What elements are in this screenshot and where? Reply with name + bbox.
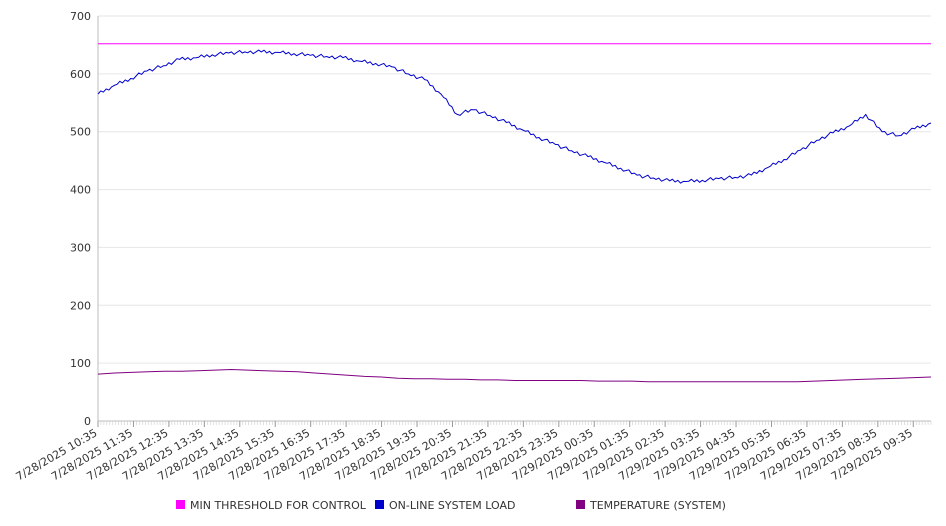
y-tick-label: 500: [70, 126, 91, 139]
legend-swatch: [576, 500, 585, 509]
y-tick-label: 400: [70, 184, 91, 197]
legend-swatch: [375, 500, 384, 509]
y-tick-label: 700: [70, 10, 91, 23]
series-line-temperature-system: [97, 369, 932, 383]
y-tick-label: 600: [70, 68, 91, 81]
y-tick-label: 100: [70, 357, 91, 370]
series-line-on-line-system-load: [97, 49, 932, 184]
legend-label: MIN THRESHOLD FOR CONTROL: [190, 499, 367, 512]
y-tick-label: 0: [84, 415, 91, 428]
legend-label: ON-LINE SYSTEM LOAD: [389, 499, 515, 512]
legend-label: TEMPERATURE (SYSTEM): [589, 499, 726, 512]
legend-swatch: [176, 500, 185, 509]
y-tick-label: 300: [70, 241, 91, 254]
y-tick-label: 200: [70, 299, 91, 312]
